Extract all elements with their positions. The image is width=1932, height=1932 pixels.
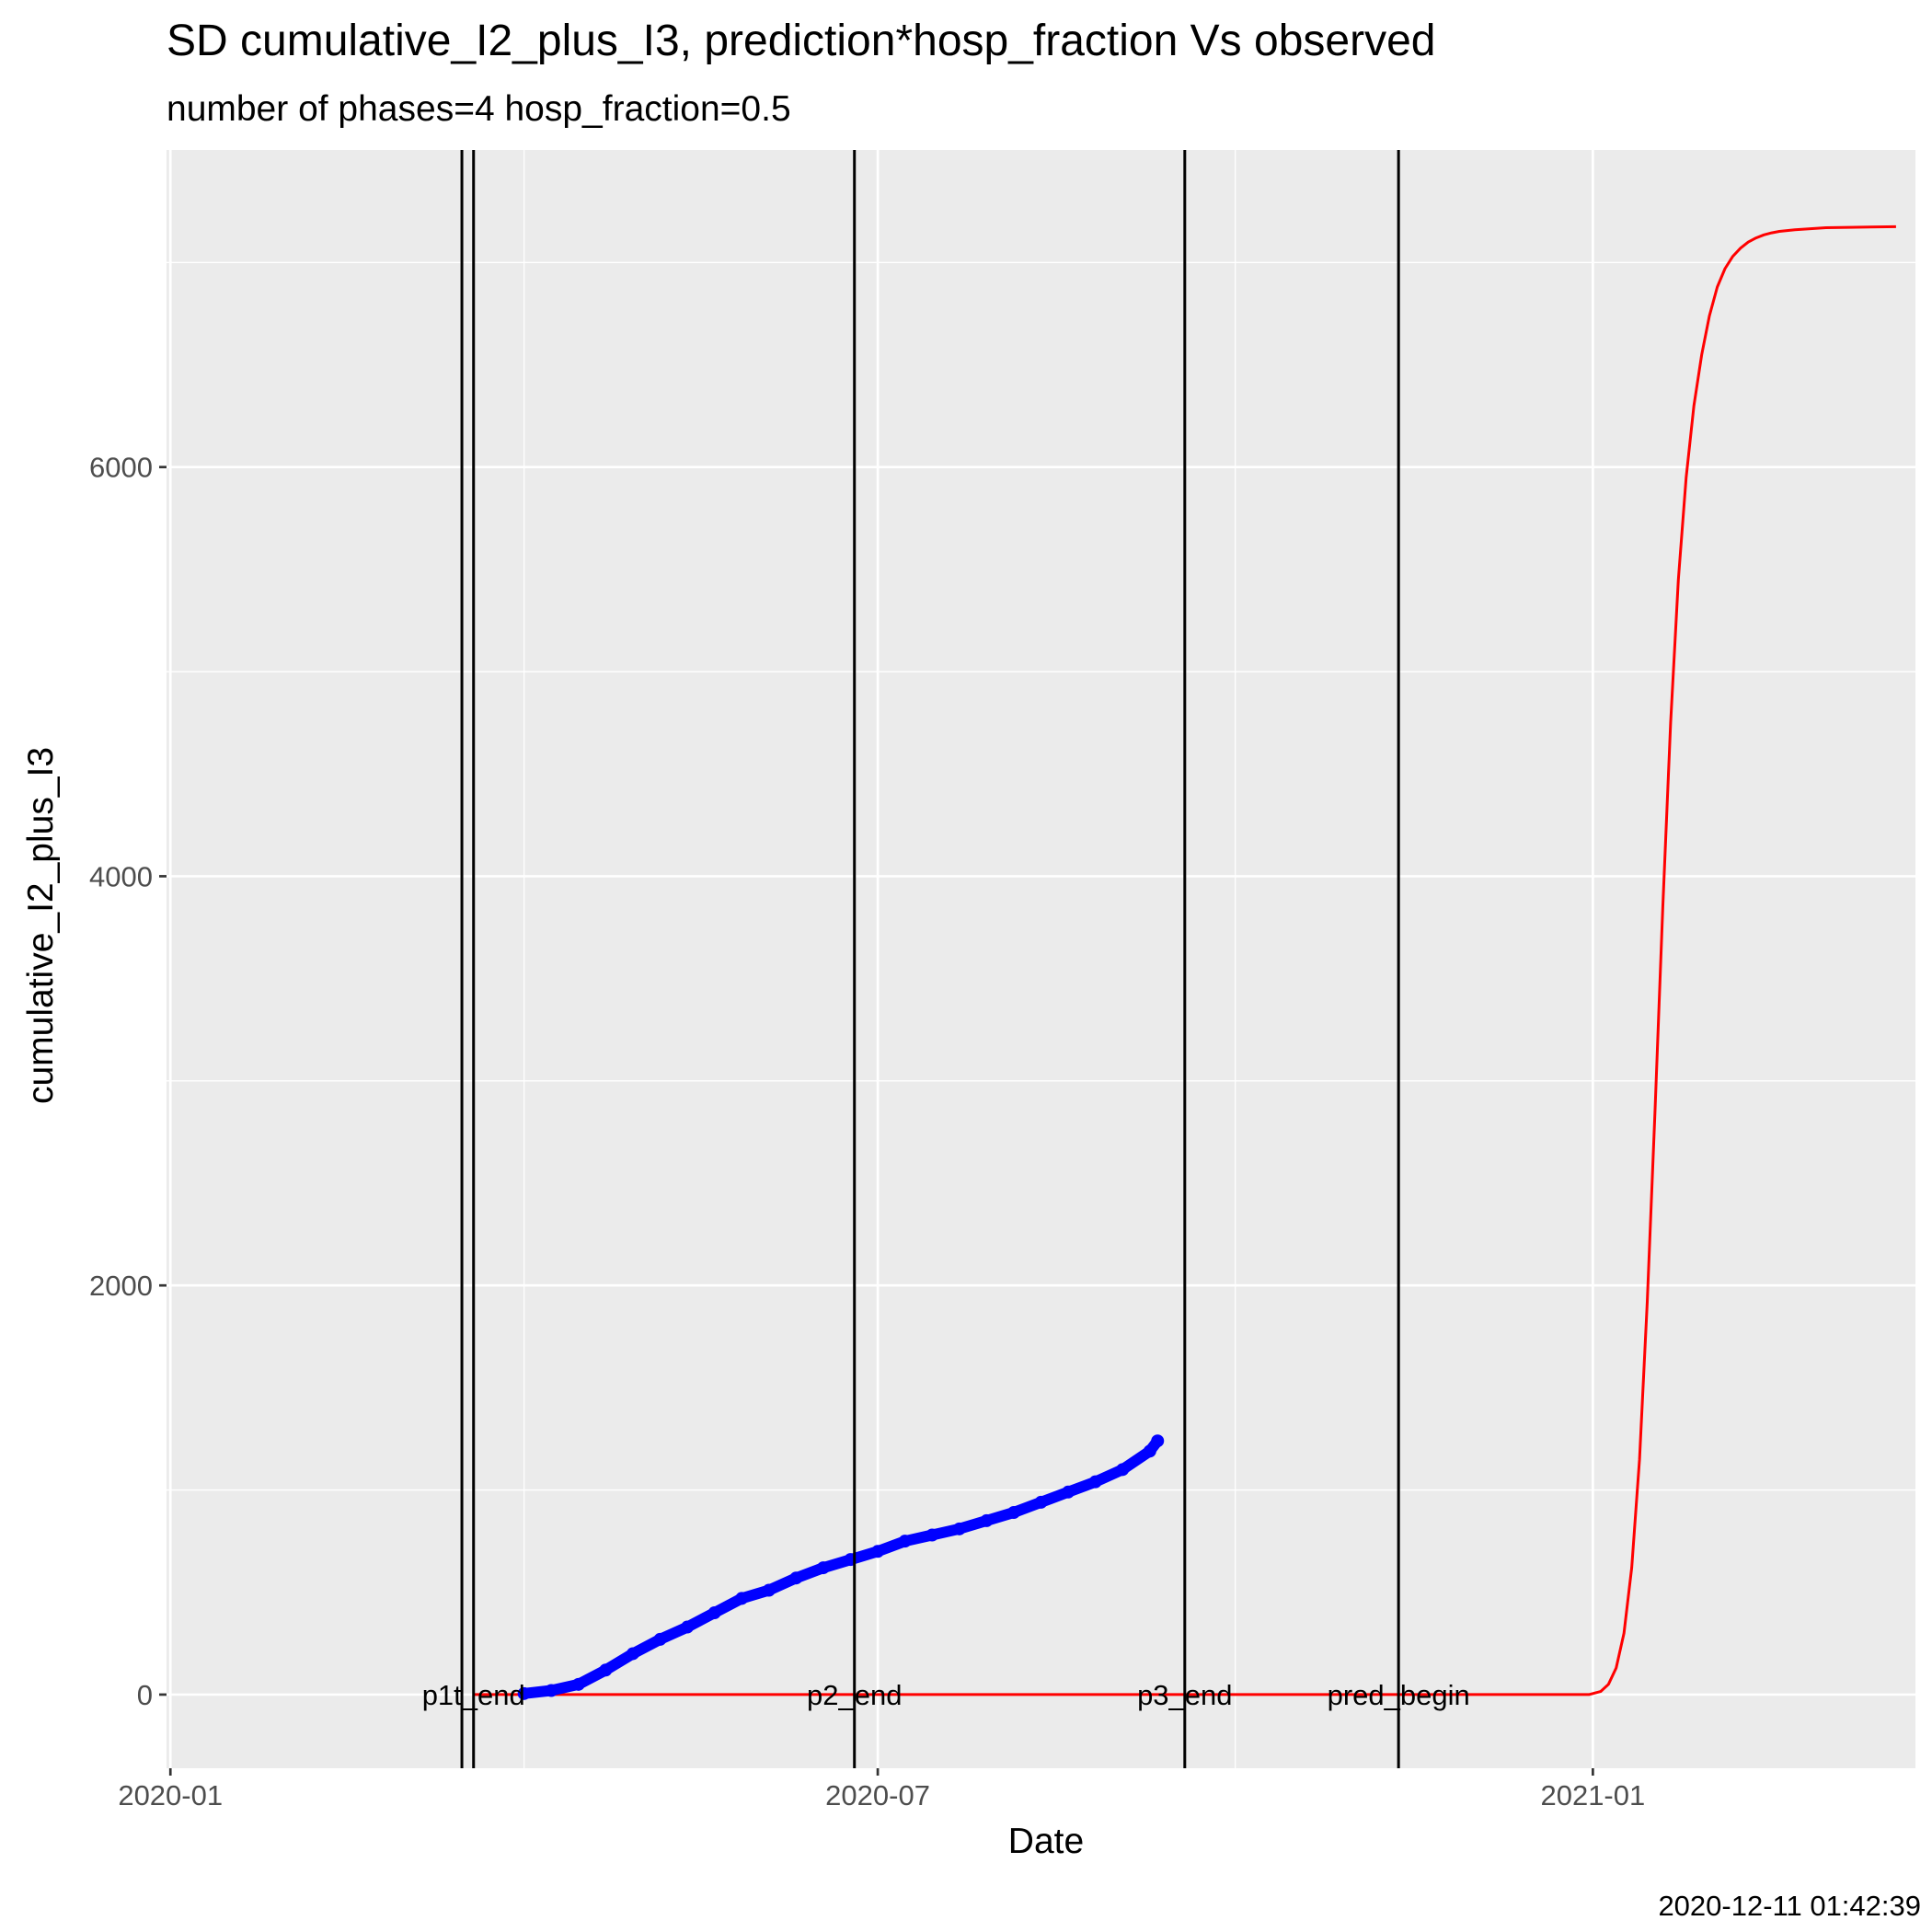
vertical-lines xyxy=(460,150,1400,1768)
x-tick-label: 2020-07 xyxy=(825,1779,930,1811)
observed-point xyxy=(762,1583,776,1597)
x-tick-label: 2021-01 xyxy=(1540,1779,1645,1811)
prediction-line xyxy=(473,224,1896,1696)
observed-point xyxy=(980,1513,994,1527)
y-tick-label: 2000 xyxy=(89,1270,153,1302)
observed-point xyxy=(707,1605,721,1619)
y-axis-title: cumulative_I2_plus_I3 xyxy=(21,747,61,1104)
y-tick-label: 4000 xyxy=(89,860,153,892)
x-tick-label: 2020-01 xyxy=(118,1779,223,1811)
y-axis-ticks: 0 2000 4000 6000 xyxy=(89,452,167,1711)
observed-point xyxy=(926,1528,939,1542)
observed-point xyxy=(816,1561,830,1575)
observed-point xyxy=(789,1571,803,1585)
observed-point xyxy=(898,1535,912,1548)
observed-point xyxy=(681,1620,695,1634)
observed-point xyxy=(571,1677,585,1691)
observed-point xyxy=(871,1545,885,1558)
observed-point xyxy=(517,1686,531,1700)
observed-point xyxy=(545,1684,558,1697)
x-axis-title: Date xyxy=(1008,1822,1084,1861)
observed-point xyxy=(599,1663,613,1677)
timestamp-caption: 2020-12-11 01:42:39 xyxy=(1658,1890,1921,1922)
observed-point xyxy=(653,1632,667,1646)
observed-point xyxy=(952,1522,966,1535)
observed-point xyxy=(1143,1444,1156,1458)
observed-point xyxy=(1151,1434,1165,1448)
observed-point xyxy=(735,1592,749,1605)
vertical-line-labels: p1t_end p2_end p3_end pred_begin xyxy=(422,1679,1470,1711)
plot-panel xyxy=(167,150,1915,1768)
observed-point xyxy=(626,1647,639,1661)
chart-title: SD cumulative_I2_plus_I3, prediction*hos… xyxy=(167,17,1435,65)
vertical-line-label: p2_end xyxy=(807,1679,902,1711)
observed-point xyxy=(1088,1475,1102,1489)
minor-gridlines xyxy=(167,150,1915,1768)
observed-point xyxy=(1034,1495,1048,1509)
y-tick-label: 6000 xyxy=(89,452,153,484)
x-axis-ticks: 2020-01 2020-07 2021-01 xyxy=(118,1768,1645,1811)
vertical-line-label: pred_begin xyxy=(1328,1679,1470,1711)
series-layer xyxy=(473,224,1896,1700)
vertical-line-label: p3_end xyxy=(1137,1679,1232,1711)
observed-point xyxy=(1006,1506,1020,1520)
y-tick-label: 0 xyxy=(137,1679,153,1711)
observed-point xyxy=(1116,1463,1130,1477)
observed-point xyxy=(1062,1485,1075,1499)
chart-subtitle: number of phases=4 hosp_fraction=0.5 xyxy=(167,89,791,129)
vertical-line-label: p1t_end xyxy=(422,1679,525,1711)
